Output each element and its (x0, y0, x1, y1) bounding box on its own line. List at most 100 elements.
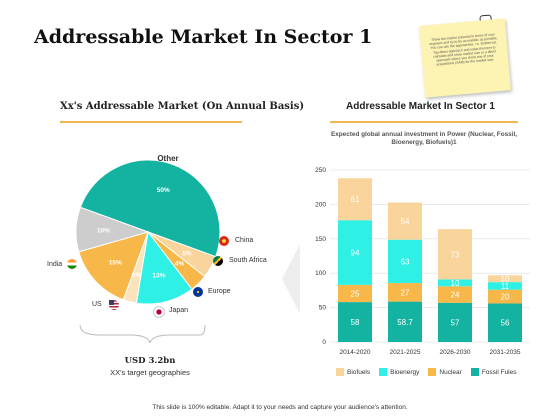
footer-note: This slide is 100% editable. Adapt it to… (152, 404, 408, 411)
page-title: Addressable Market In Sector 1 (34, 26, 373, 48)
bar-value-label: 10 (501, 275, 510, 284)
bar-value-label: 58.7 (397, 318, 413, 327)
bar-value-label: 24 (451, 291, 460, 300)
pie-other-label: Other (157, 154, 178, 163)
pie-value-label: 3% (132, 272, 142, 279)
india-flag-icon (67, 259, 77, 269)
bar-legend: Biofuels Bioenergy Nuclear Fossil Fules (336, 368, 536, 376)
bar-value-label: 11 (501, 282, 510, 291)
bar-value-label: 57 (451, 318, 460, 327)
bar-rects (338, 178, 522, 342)
bar-value-label: 94 (351, 249, 360, 258)
y-tick-label: 250 (315, 167, 326, 174)
x-tick-label: 2021-2025 (389, 349, 420, 356)
pie-value-label: 13% (152, 272, 165, 279)
pointer-triangle (282, 244, 300, 314)
legend-label: Nuclear (439, 368, 462, 376)
x-tick-label: 2031-2035 (489, 349, 520, 356)
bar-bioenergy (388, 239, 422, 284)
pie-slices (75, 159, 221, 305)
bar-value-label: 10 (451, 279, 460, 288)
right-subtitle: Addressable Market In Sector 1 (346, 101, 495, 112)
south-africa-flag-icon (213, 256, 223, 266)
bar-nuclear (338, 284, 372, 303)
bar-chart: 0 50 100 150 200 250 58 25 94 61 58.7 27 63 54 57 24 10… (315, 167, 530, 356)
legend-item: Bioenergy (379, 368, 420, 376)
bar-fossil-fules (338, 302, 372, 342)
pie-value-label: 15% (109, 259, 122, 266)
bar-value-label: 61 (351, 195, 360, 204)
us-flag-icon (109, 300, 119, 310)
bar-biofuels (438, 229, 472, 280)
country-label-china: China (235, 237, 254, 244)
left-subtitle-underline (60, 121, 242, 123)
legend-swatch (470, 368, 479, 376)
legend-swatch (428, 368, 437, 376)
legend-item: Nuclear (428, 368, 462, 376)
legend-item: Fossil Fules (470, 368, 517, 376)
bar-fossil-fules (438, 302, 472, 342)
japan-flag-icon (153, 306, 165, 318)
y-tick-label: 200 (315, 201, 326, 208)
bar-nuclear (488, 289, 522, 304)
y-tick-label: 100 (315, 270, 326, 277)
pie-value-label: 5% (182, 251, 192, 258)
x-tick-label: 2026-2030 (439, 349, 470, 356)
sticky-note-text: Show the market potential in terms of yo… (429, 32, 498, 67)
y-tick-label: 0 (322, 339, 326, 346)
bar-bioenergy (488, 282, 522, 290)
bar-biofuels (488, 275, 522, 283)
left-subtitle: Xx's Addressable Market (On Annual Basis… (60, 101, 305, 112)
bar-value-label: 54 (401, 217, 410, 226)
bar-value-label: 27 (401, 288, 410, 297)
bar-nuclear (438, 286, 472, 303)
pie-value-label: 4% (175, 261, 185, 268)
bar-x-ticks: 2014-2020 2021-2025 2026-2030 2031-2035 (339, 349, 520, 356)
country-label-india: India (47, 261, 63, 268)
legend-swatch (336, 368, 344, 376)
pie-value-label: 10% (97, 227, 110, 234)
bar-biofuels (388, 202, 422, 240)
country-label-japan: Japan (169, 307, 189, 314)
x-tick-label: 2014-2020 (339, 349, 370, 356)
legend-swatch (379, 368, 388, 376)
pie-slice-other (79, 159, 221, 258)
legend-label: Fossil Fules (481, 368, 517, 376)
bar-fossil-fules (488, 303, 522, 342)
pie-value-label: 50% (157, 187, 170, 194)
total-value: USD 3.2bn (124, 356, 176, 366)
bar-value-label: 25 (351, 289, 360, 298)
y-tick-label: 150 (315, 236, 326, 243)
country-label-south-africa: South Africa (229, 257, 267, 264)
bar-bioenergy (338, 220, 372, 285)
bar-bioenergy (438, 279, 472, 287)
pie-slice-europe (135, 230, 193, 305)
bar-y-ticks: 0 50 100 150 200 250 (315, 167, 326, 346)
bar-value-label: 56 (501, 319, 510, 328)
pie-slice-us (78, 231, 149, 301)
pie-brace (79, 324, 206, 344)
pie-slice-india (75, 206, 150, 253)
sticky-note: Show the market potential in terms of yo… (419, 18, 511, 98)
legend-label: Bioenergy (390, 368, 420, 376)
chart-description: Expected global annual investment in Pow… (330, 131, 518, 147)
china-flag-icon (219, 236, 229, 246)
bar-value-label: 58 (351, 318, 360, 327)
bar-nuclear (388, 283, 422, 302)
total-caption: XX's target geographies (110, 368, 190, 377)
bar-value-label: 20 (501, 293, 510, 302)
bar-fossil-fules (388, 301, 422, 342)
legend-item: Biofuels (336, 368, 371, 376)
bar-value-label: 63 (401, 257, 410, 266)
legend-label: Biofuels (347, 368, 371, 376)
bar-value-label: 73 (451, 250, 460, 259)
country-label-us: US (92, 301, 102, 308)
bar-biofuels (338, 178, 372, 221)
pie-value-labels: 50% 5% 4% 13% 3% 15% 10% (97, 187, 192, 279)
pie-chart: 50% 5% 4% 13% 3% 15% 10% Other (75, 154, 300, 344)
europe-flag-icon (193, 287, 203, 297)
country-label-europe: Europe (208, 288, 231, 295)
right-subtitle-underline (330, 121, 518, 123)
y-tick-label: 50 (319, 305, 327, 312)
